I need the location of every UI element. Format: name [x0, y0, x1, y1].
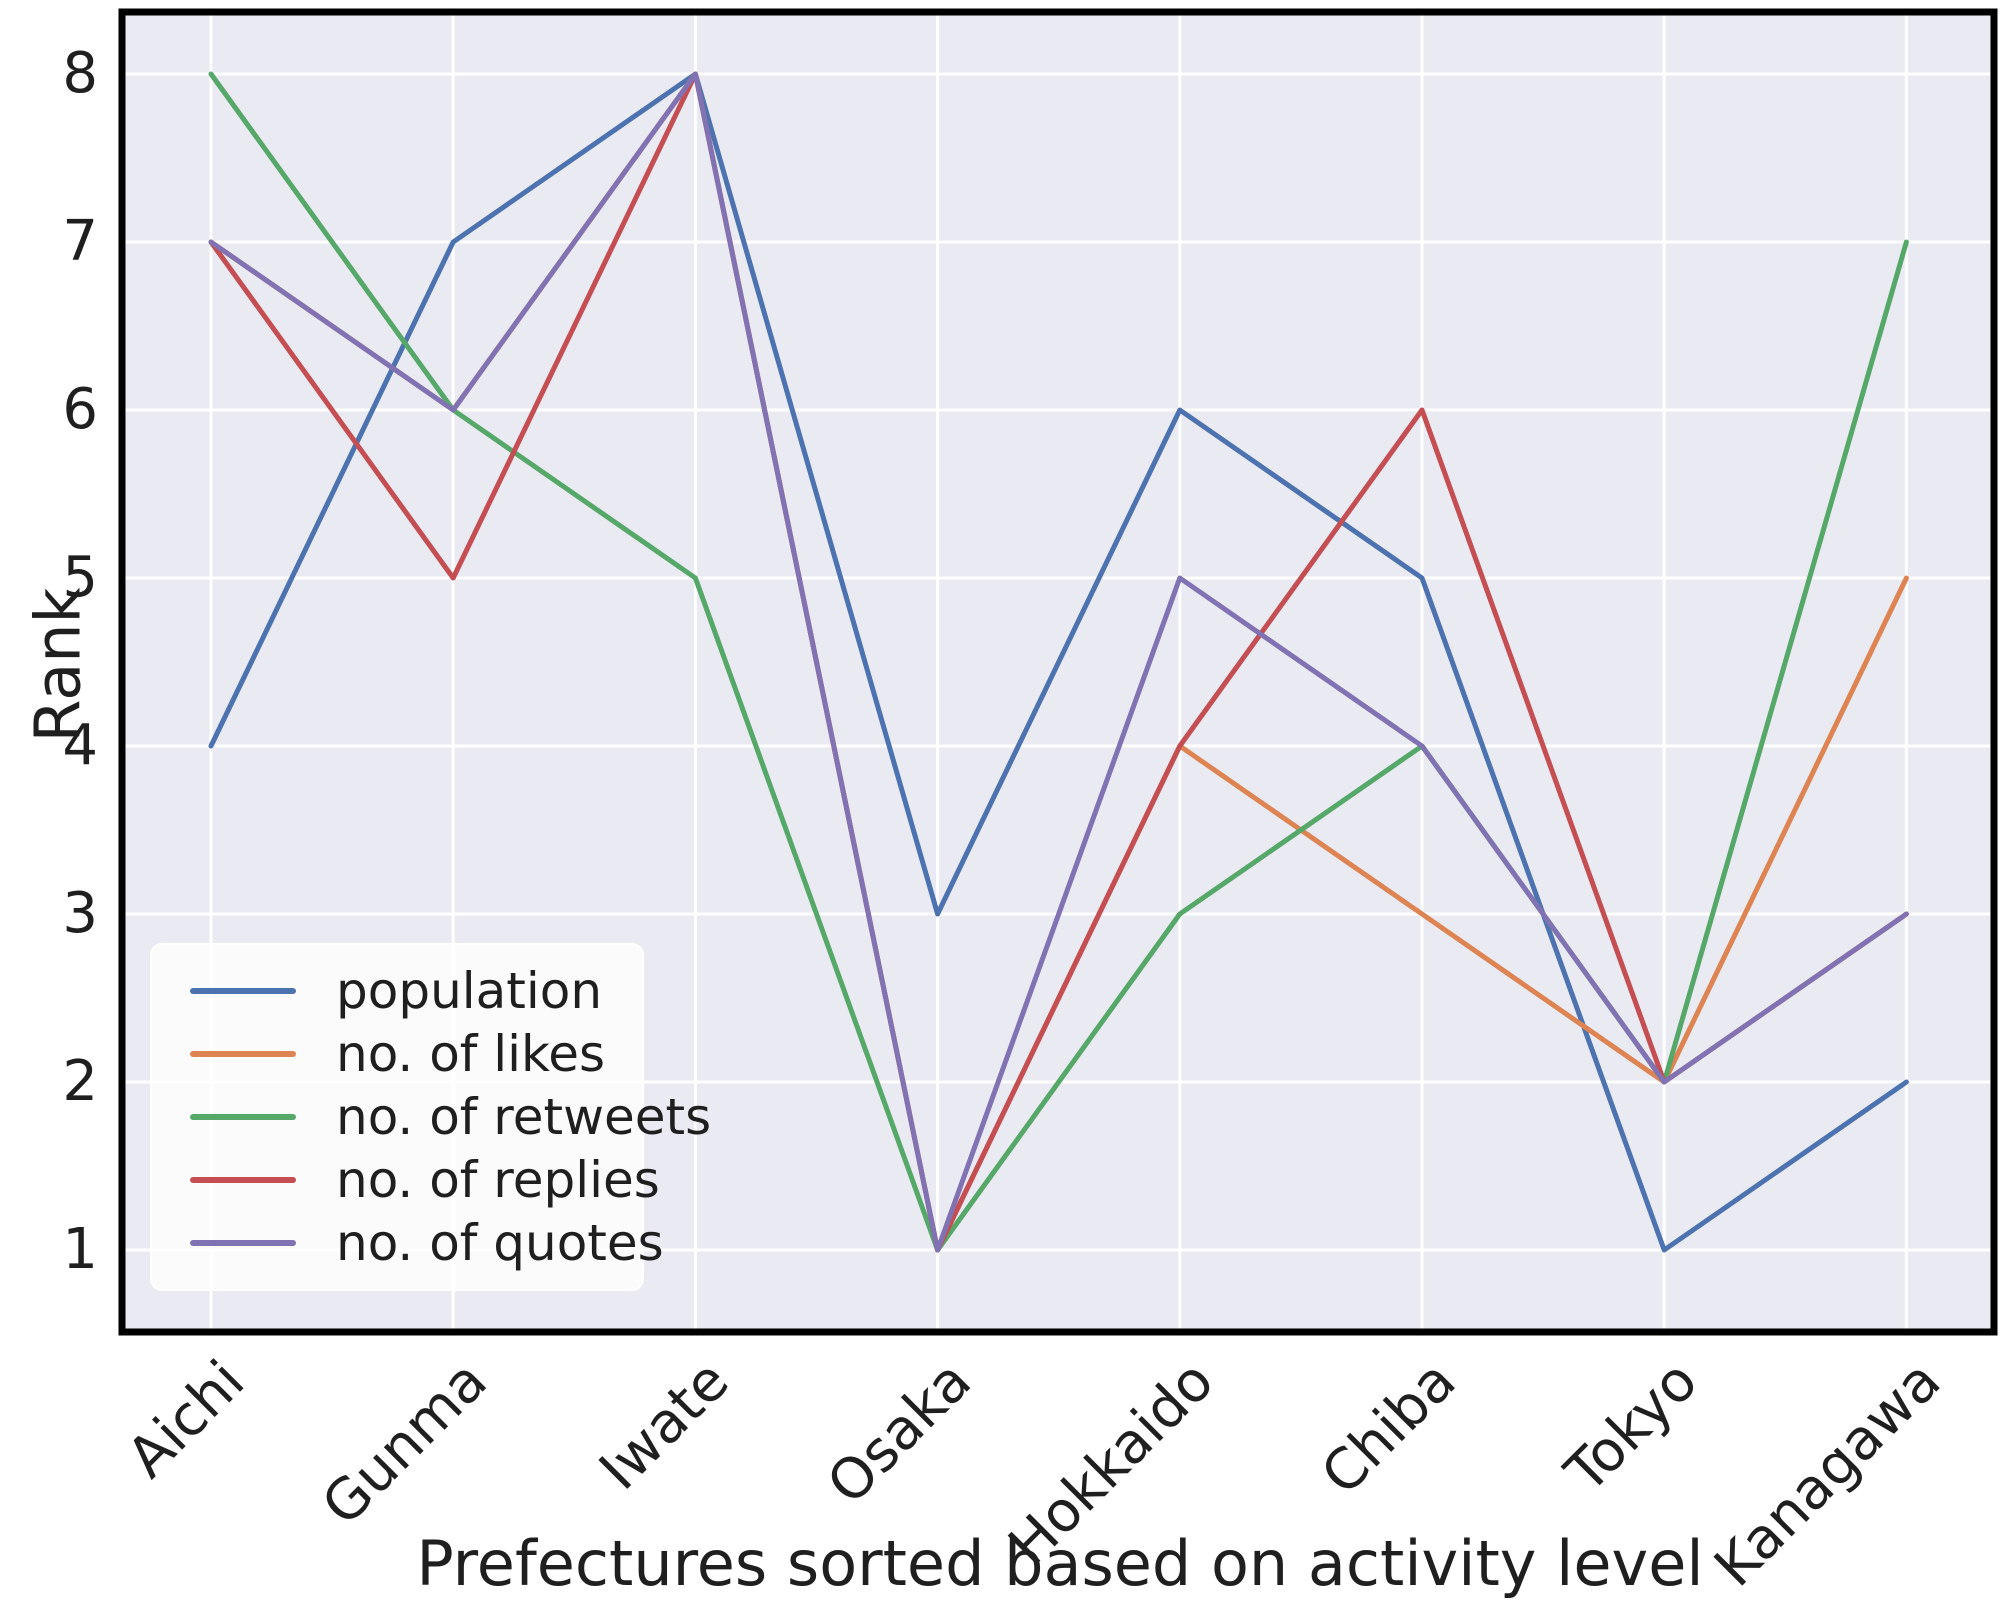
- legend-line-swatch: [190, 1177, 296, 1184]
- legend-item: no. of quotes: [162, 1218, 664, 1268]
- legend-label: population: [336, 961, 603, 1020]
- plot-border: [118, 8, 1998, 1336]
- y-tick-label: 1: [62, 1217, 98, 1282]
- legend-label: no. of retweets: [336, 1087, 712, 1146]
- legend-item: no. of likes: [162, 1029, 632, 1079]
- series-line-population: [208, 71, 1909, 1253]
- legend-line-swatch: [190, 1050, 296, 1057]
- series-line-no-of-replies: [208, 71, 1909, 1253]
- legend: population no. of likes no. of retweets …: [150, 943, 711, 1291]
- legend-line-swatch: [190, 1113, 296, 1120]
- y-tick-label: 6: [62, 377, 98, 442]
- y-tick-label: 8: [62, 41, 98, 106]
- legend-label: no. of likes: [336, 1024, 606, 1083]
- legend-line-swatch: [190, 987, 296, 994]
- series-line-no-of-quotes: [208, 71, 1909, 1253]
- y-tick-label: 2: [62, 1049, 98, 1114]
- legend-item: population: [162, 966, 632, 1016]
- y-tick-label: 7: [62, 209, 98, 274]
- legend-label: no. of quotes: [336, 1214, 664, 1273]
- y-tick-label: 3: [62, 881, 98, 946]
- legend-item: no. of retweets: [162, 1092, 711, 1142]
- legend-line-swatch: [190, 1240, 296, 1247]
- y-axis-title: Rank: [21, 587, 95, 743]
- x-axis-title: Prefectures sorted based on activity lev…: [416, 1527, 1704, 1600]
- legend-item: no. of replies: [162, 1155, 660, 1205]
- y-tick-label: 5: [62, 545, 98, 610]
- y-tick-label: 4: [62, 713, 98, 778]
- legend-label: no. of replies: [336, 1151, 660, 1210]
